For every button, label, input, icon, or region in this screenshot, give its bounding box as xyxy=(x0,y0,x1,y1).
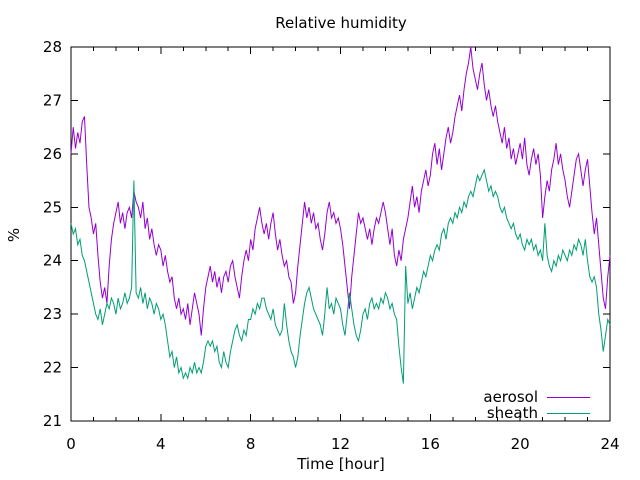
y-tick-label-23: 23 xyxy=(43,305,62,323)
y-tick-label-27: 27 xyxy=(43,91,62,109)
x-tick-label-20: 20 xyxy=(511,435,530,453)
chart-title: Relative humidity xyxy=(275,14,407,32)
y-tick-label-24: 24 xyxy=(43,252,62,270)
x-tick-label-16: 16 xyxy=(421,435,440,453)
y-tick-label-26: 26 xyxy=(43,145,62,163)
legend-label-sheath: sheath xyxy=(486,404,538,422)
x-tick-label-0: 0 xyxy=(66,435,76,453)
legend-entry-aerosol: aerosol xyxy=(400,389,590,405)
plot-frame xyxy=(70,46,611,422)
legend-entry-sheath: sheath xyxy=(400,405,590,421)
series-line-sheath xyxy=(70,168,611,384)
x-tick-label-8: 8 xyxy=(246,435,256,453)
legend-label-aerosol: aerosol xyxy=(483,388,538,406)
y-tick-label-22: 22 xyxy=(43,359,62,377)
y-tick-label-25: 25 xyxy=(43,198,62,216)
legend-line-sample-aerosol xyxy=(547,396,590,398)
y-tick-label-28: 28 xyxy=(43,38,62,56)
x-axis-label: Time [hour] xyxy=(297,455,385,473)
y-axis-label: % xyxy=(5,227,23,243)
series-line-aerosol xyxy=(70,46,611,336)
x-tick-label-12: 12 xyxy=(331,435,350,453)
x-tick-label-4: 4 xyxy=(156,435,166,453)
y-tick-label-21: 21 xyxy=(43,412,62,430)
legend-line-sample-sheath xyxy=(547,412,590,414)
x-tick-label-24: 24 xyxy=(600,435,619,453)
legend: aerosol sheath xyxy=(400,389,590,421)
